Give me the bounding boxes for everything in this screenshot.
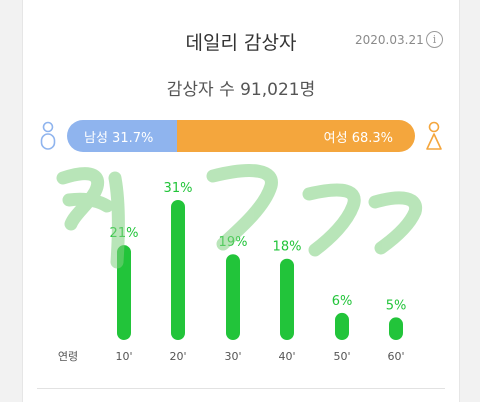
x-axis-label: 연령 [58, 350, 78, 363]
male-person-icon [40, 121, 56, 150]
category-label: 30' [224, 350, 241, 363]
value-label: 5% [386, 298, 407, 313]
date-label: 2020.03.21 [355, 33, 424, 47]
category-label: 20' [169, 350, 186, 363]
divider [37, 388, 445, 389]
viewer-count: 감상자 수 91,021명 [166, 80, 316, 100]
category-label: 10' [115, 350, 132, 363]
value-label: 21% [110, 226, 139, 241]
value-label: 31% [164, 181, 193, 196]
age-distribution-chart: 연령 21% 10' 31% 20' 19% 30' 18% 40' 6% 50' 5% 60' [58, 181, 407, 363]
female-segment: 여성 68.3% [177, 120, 415, 152]
value-label: 19% [219, 235, 248, 250]
age-gender-card: 데일리 감상자 2020.03.21 i 감상자 수 91,021명 남성 31… [22, 0, 460, 402]
male-share-label: 남성 31.7% [84, 130, 154, 146]
female-person-icon [426, 121, 442, 150]
bar-10 [117, 245, 131, 340]
male-segment: 남성 31.7% [67, 120, 178, 152]
bar-60 [389, 317, 403, 340]
category-label: 40' [278, 350, 295, 363]
female-share-label: 여성 68.3% [323, 130, 393, 146]
bar-30 [226, 254, 240, 340]
bar-20 [171, 200, 185, 340]
page-title: 데일리 감상자 [185, 32, 297, 54]
gender-ratio-bar: 남성 31.7% 여성 68.3% [67, 120, 415, 152]
category-label: 60' [387, 350, 404, 363]
category-label: 50' [333, 350, 350, 363]
bar-50 [335, 312, 349, 340]
info-icon[interactable]: i [426, 31, 443, 48]
value-label: 18% [273, 240, 302, 255]
value-label: 6% [332, 294, 353, 309]
bar-40 [280, 258, 294, 340]
